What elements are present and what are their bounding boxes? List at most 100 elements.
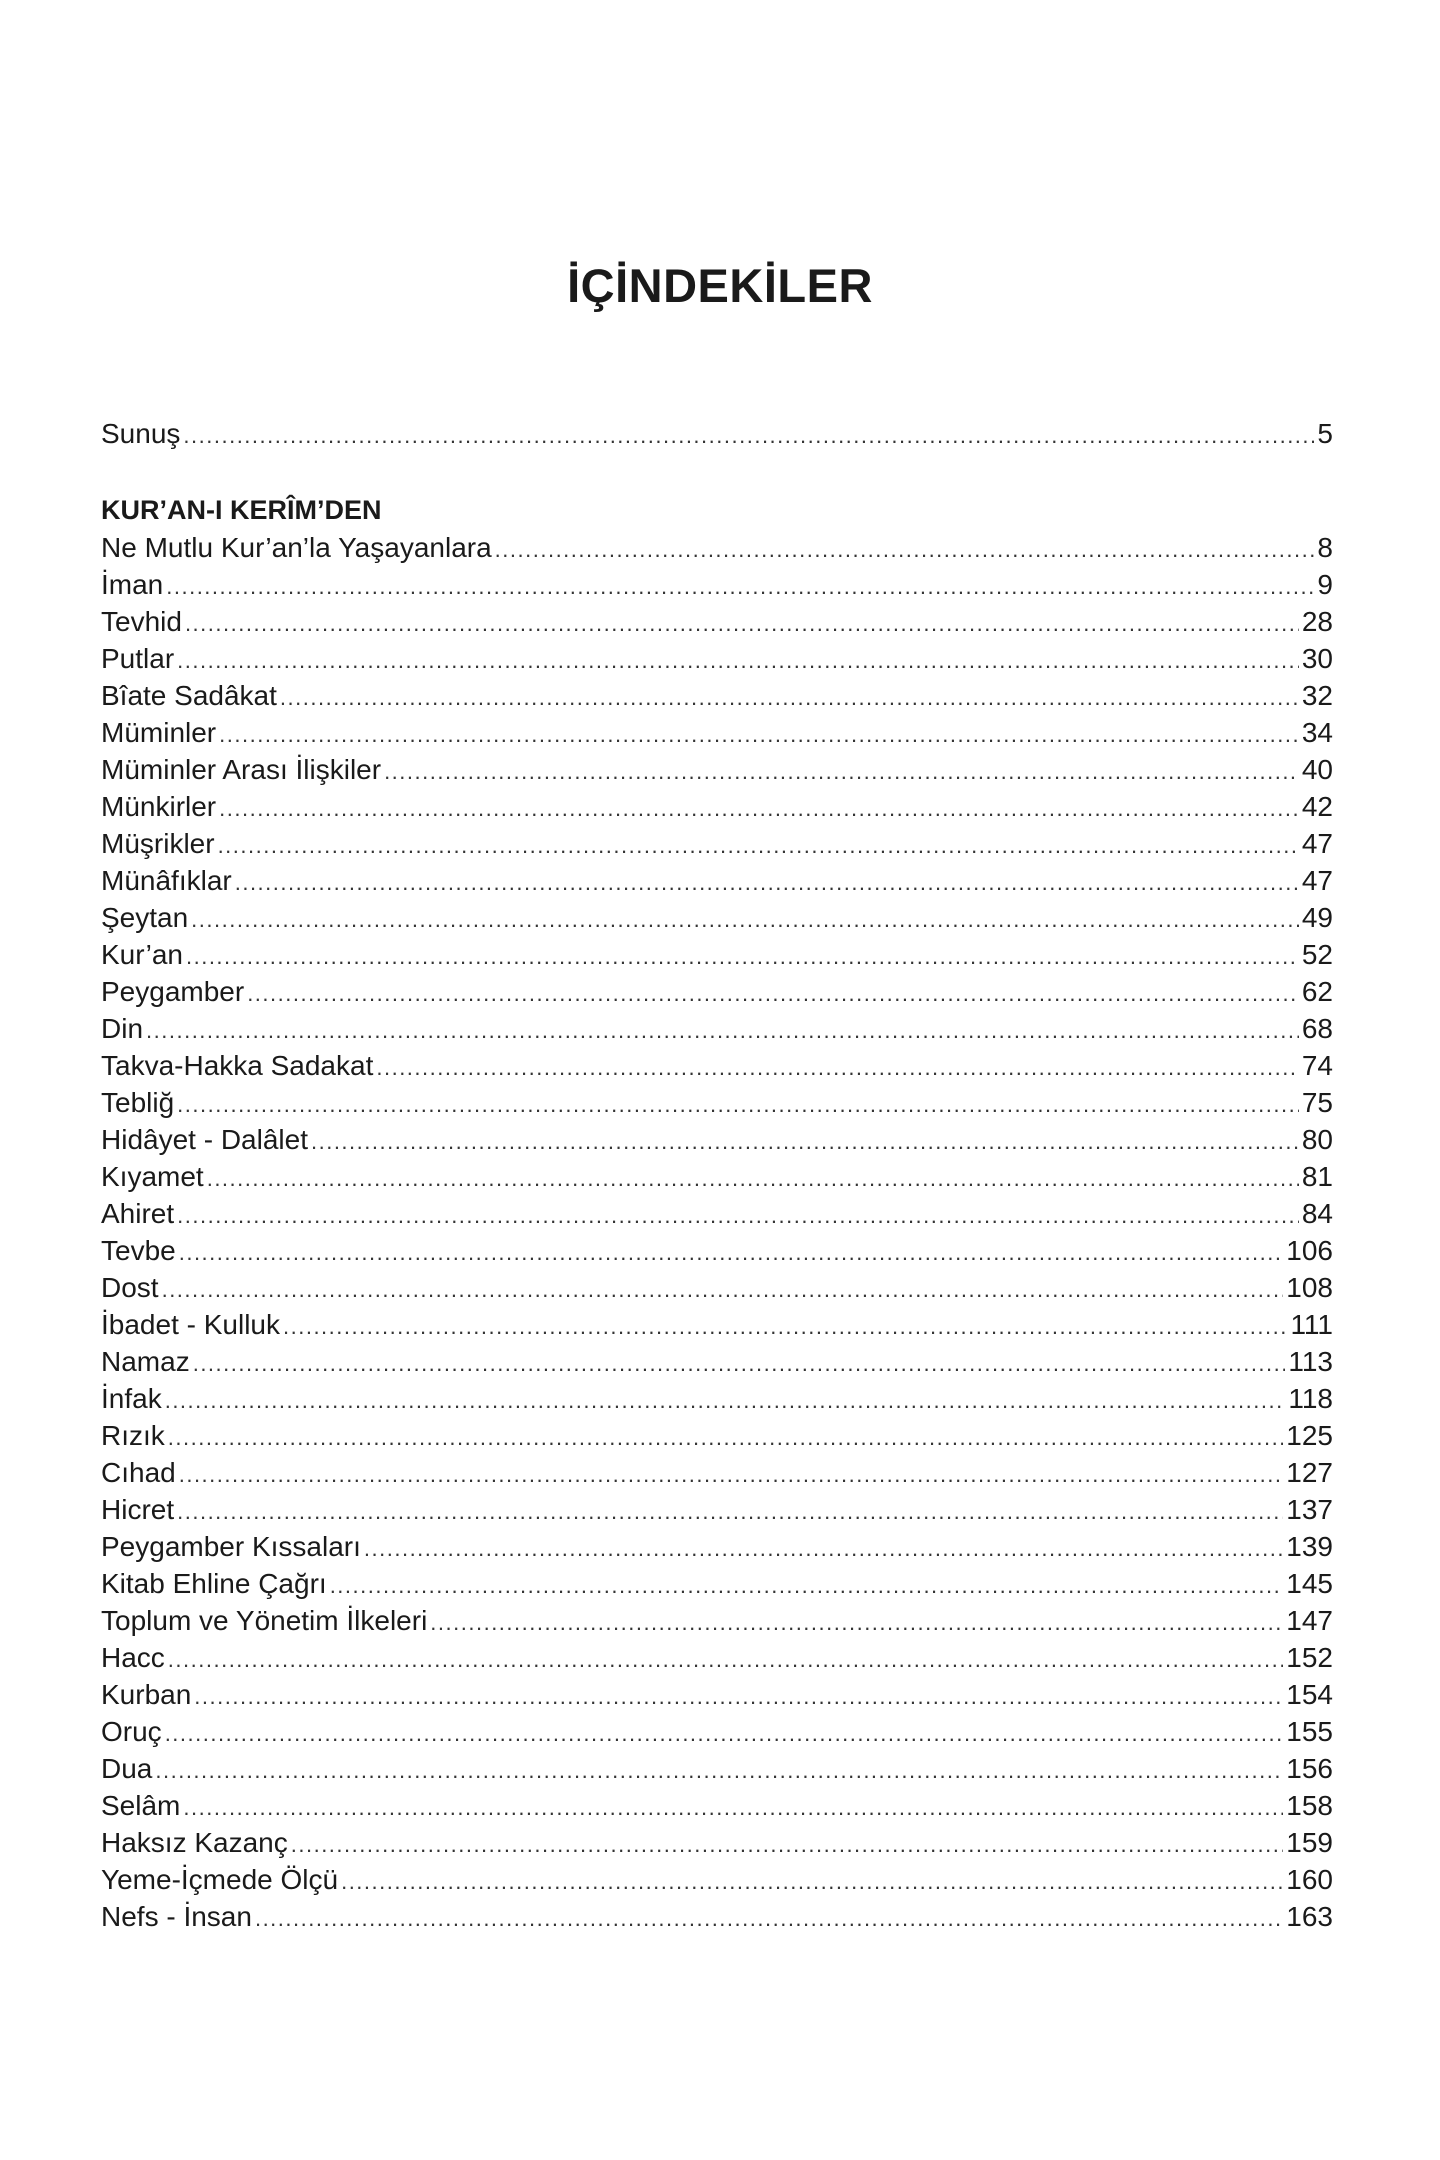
toc-entry[interactable]: Kur’an 52 — [101, 936, 1333, 973]
dot-leader — [255, 1900, 1283, 1937]
dot-leader — [162, 1271, 1284, 1308]
toc-entry[interactable]: Selâm 158 — [101, 1787, 1333, 1824]
dot-leader — [495, 531, 1315, 568]
dot-leader — [219, 790, 1299, 827]
toc-entry-page: 32 — [1301, 680, 1333, 711]
toc-entry[interactable]: Cıhad 127 — [101, 1454, 1333, 1491]
toc-entry[interactable]: Oruç 155 — [101, 1713, 1333, 1750]
toc-entry-label: Kur’an — [101, 939, 183, 970]
dot-leader — [165, 1715, 1284, 1752]
toc-entry-label: Din — [101, 1013, 144, 1044]
toc-entry-label: Kıyamet — [101, 1161, 204, 1192]
toc-entry[interactable]: Kurban 154 — [101, 1676, 1333, 1713]
toc-entry-label: Ne Mutlu Kur’an’la Yaşayanlara — [101, 532, 492, 563]
dot-leader — [218, 827, 1299, 864]
toc-entry-label: Hidâyet - Dalâlet — [101, 1124, 308, 1155]
toc-entry-page: 28 — [1301, 606, 1333, 637]
toc-entry-page: 152 — [1286, 1642, 1333, 1673]
toc-entry-label: Yeme-İçmede Ölçü — [101, 1864, 339, 1895]
toc-entry[interactable]: İbadet - Kulluk 111 — [101, 1306, 1333, 1343]
toc-entry[interactable]: Şeytan 49 — [101, 899, 1333, 936]
toc-entry-label: İbadet - Kulluk — [101, 1309, 280, 1340]
dot-leader — [186, 938, 1299, 975]
toc-entry-page: 147 — [1286, 1605, 1333, 1636]
dot-leader — [183, 417, 1314, 454]
toc-entry[interactable]: Bîate Sadâkat 32 — [101, 677, 1333, 714]
toc-entry-label: Hacc — [101, 1642, 165, 1673]
toc-entry-label: Takva-Hakka Sadakat — [101, 1050, 374, 1081]
toc-entry[interactable]: Ne Mutlu Kur’an’la Yaşayanlara 8 — [101, 529, 1333, 566]
toc-entry-label: İnfak — [101, 1383, 162, 1414]
toc-entry-label: Bîate Sadâkat — [101, 680, 277, 711]
toc-entry-page: 125 — [1286, 1420, 1333, 1451]
toc-entry[interactable]: Müminler Arası İlişkiler 40 — [101, 751, 1333, 788]
toc-entry[interactable]: Münâfıklar 47 — [101, 862, 1333, 899]
toc-entry-page: 68 — [1301, 1013, 1333, 1044]
toc-entry[interactable]: Dost 108 — [101, 1269, 1333, 1306]
toc-entry-page: 108 — [1286, 1272, 1333, 1303]
toc-entry-label: İman — [101, 569, 164, 600]
dot-leader — [430, 1604, 1283, 1641]
toc-entry[interactable]: Nefs - İnsan 163 — [101, 1898, 1333, 1935]
dot-leader — [155, 1752, 1283, 1789]
toc-entry[interactable]: Haksız Kazanç 159 — [101, 1824, 1333, 1861]
dot-leader — [179, 1234, 1284, 1271]
toc-entry[interactable]: Putlar 30 — [101, 640, 1333, 677]
toc-entry-page: 106 — [1286, 1235, 1333, 1266]
toc-entry[interactable]: Kıyamet 81 — [101, 1158, 1333, 1195]
toc-entry-page: 154 — [1286, 1679, 1333, 1710]
dot-leader — [384, 753, 1299, 790]
toc-entry-label: Cıhad — [101, 1457, 176, 1488]
toc-entry[interactable]: Takva-Hakka Sadakat 74 — [101, 1047, 1333, 1084]
toc-entry-page: 9 — [1317, 569, 1333, 600]
toc-entry[interactable]: Din 68 — [101, 1010, 1333, 1047]
dot-leader — [179, 1456, 1284, 1493]
toc-entry-page: 47 — [1301, 828, 1333, 859]
toc-entry[interactable]: Münkirler 42 — [101, 788, 1333, 825]
toc-entry[interactable]: Ahiret 84 — [101, 1195, 1333, 1232]
toc-entry[interactable]: Rızık 125 — [101, 1417, 1333, 1454]
toc-entry[interactable]: Dua 156 — [101, 1750, 1333, 1787]
dot-leader — [168, 1419, 1284, 1456]
toc-entry-label: Kitab Ehline Çağrı — [101, 1568, 327, 1599]
toc-entry-page: 113 — [1288, 1346, 1333, 1377]
toc-entry-label: Tebliğ — [101, 1087, 175, 1118]
toc-entry[interactable]: Namaz 113 — [101, 1343, 1333, 1380]
toc-entry[interactable]: Hicret 137 — [101, 1491, 1333, 1528]
dot-leader — [177, 642, 1299, 679]
toc-entry[interactable]: Peygamber Kıssaları 139 — [101, 1528, 1333, 1565]
toc-entry[interactable]: Hidâyet - Dalâlet 80 — [101, 1121, 1333, 1158]
toc-entry[interactable]: Peygamber 62 — [101, 973, 1333, 1010]
toc-entry-page: 49 — [1301, 902, 1333, 933]
dot-leader — [235, 864, 1299, 901]
toc-entry-label: Hicret — [101, 1494, 175, 1525]
toc-entry[interactable]: İman 9 — [101, 566, 1333, 603]
section-heading: KUR’AN-I KERÎM’DEN — [101, 495, 382, 525]
toc-entry[interactable]: Tevbe 106 — [101, 1232, 1333, 1269]
toc-entry-label: Münâfıklar — [101, 865, 232, 896]
toc-entry-page: 42 — [1301, 791, 1333, 822]
toc-entry-page: 163 — [1286, 1901, 1333, 1932]
toc-entry[interactable]: Yeme-İçmede Ölçü 160 — [101, 1861, 1333, 1898]
dot-leader — [166, 568, 1314, 605]
toc-entry[interactable]: Müminler 34 — [101, 714, 1333, 751]
toc-entry[interactable]: Kitab Ehline Çağrı 145 — [101, 1565, 1333, 1602]
toc-entry-page: 62 — [1301, 976, 1333, 1007]
toc-entry[interactable]: Tevhid 28 — [101, 603, 1333, 640]
toc-entry-label: Selâm — [101, 1790, 181, 1821]
dot-leader — [291, 1826, 1284, 1863]
toc-entry-label: Putlar — [101, 643, 175, 674]
dot-leader — [341, 1863, 1283, 1900]
toc-entry-label: Müminler Arası İlişkiler — [101, 754, 382, 785]
toc-entry[interactable]: İnfak 118 — [101, 1380, 1333, 1417]
toc-entry-label: Peygamber Kıssaları — [101, 1531, 361, 1562]
toc-entry-page: 81 — [1301, 1161, 1333, 1192]
toc-entry[interactable]: Müşrikler 47 — [101, 825, 1333, 862]
toc-entry[interactable]: Hacc 152 — [101, 1639, 1333, 1676]
dot-leader — [183, 1789, 1283, 1826]
toc-entry[interactable]: Sunuş 5 — [101, 415, 1333, 452]
toc-entry[interactable]: Toplum ve Yönetim İlkeleri 147 — [101, 1602, 1333, 1639]
toc-entry-page: 159 — [1286, 1827, 1333, 1858]
toc-entry-page: 74 — [1301, 1050, 1333, 1081]
toc-entry[interactable]: Tebliğ 75 — [101, 1084, 1333, 1121]
